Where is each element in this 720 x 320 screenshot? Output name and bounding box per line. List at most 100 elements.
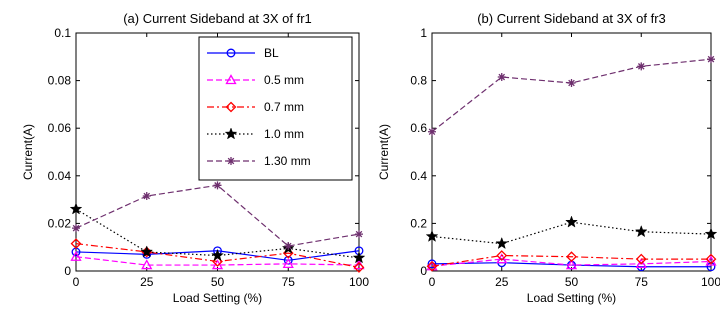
- chart-b-ytick-label: 0.6: [410, 121, 427, 135]
- chart-a-series-4-point-4-shape: [355, 230, 363, 239]
- chart-a-series-1-point-1: [141, 259, 153, 270]
- chart-a-series-4-point-3-shape: [284, 242, 293, 251]
- chart-b-series-line-2: [431, 254, 711, 267]
- chart-b-series-3-point-4: [704, 227, 718, 240]
- chart-a-legend-label-1: 0.5 mm: [264, 73, 304, 87]
- chart-b-series-3-point-1-shape: [495, 236, 509, 250]
- chart-b-series-4-point-3-shape: [637, 62, 646, 71]
- chart-a-series-4-point-3: [284, 242, 293, 251]
- chart-b-ytick-label: 0.4: [410, 169, 427, 183]
- chart-b-series-3-point-3-shape: [634, 225, 648, 238]
- chart-a-ylabel: Current(A): [21, 124, 35, 180]
- chart-a-ytick-label: 0.1: [54, 26, 71, 40]
- chart-b-xtick-label: 75: [635, 275, 649, 289]
- chart-a-series-2-point-4: [353, 262, 365, 273]
- chart-b-ytick-label: 0.2: [410, 216, 427, 230]
- chart-b-series-2-point-4: [705, 253, 717, 265]
- chart-b-ytick-label: 1: [420, 26, 427, 40]
- chart-a-series-4-point-0-shape: [72, 224, 80, 233]
- chart-b-series-2-point-2-shape: [566, 251, 577, 263]
- chart-b-series-0-point-0: [427, 259, 437, 269]
- chart-b-series-3-point-2-shape: [565, 215, 578, 228]
- chart-a-series-1-point-1-shape: [141, 259, 153, 270]
- chart-b-series-4-point-4: [707, 55, 715, 64]
- chart-a-series-3-point-1: [140, 245, 154, 258]
- chart-a-series-4-point-1: [142, 192, 151, 201]
- chart-a-series-2-point-0: [70, 238, 82, 250]
- chart-a-legend-marker-4: [227, 157, 235, 165]
- chart-b-series-4-point-0: [428, 127, 436, 136]
- chart-b-plot-area: [431, 32, 712, 272]
- chart-b-series-3-point-1: [495, 236, 509, 250]
- chart-b-series-1-point-3: [635, 258, 647, 269]
- chart-a-legend-marker-1-shape: [225, 74, 237, 85]
- chart-a-xtick-label: 100: [349, 275, 369, 289]
- chart-b-ytick-label: 0: [420, 264, 427, 278]
- chart-b-series-4-point-3: [637, 62, 646, 71]
- chart-a-xtick-label: 25: [140, 275, 154, 289]
- chart-a-series-1-point-3: [282, 258, 294, 269]
- chart-b-series-1-point-2-shape: [565, 259, 578, 270]
- chart-a-xlabel: Load Setting (%): [173, 291, 262, 305]
- chart-b-series-3-point-0: [425, 229, 439, 242]
- chart-a-title: (a) Current Sideband at 3X of fr1: [123, 11, 312, 26]
- chart-b-series-2-point-1-shape: [496, 250, 508, 261]
- chart-b-series-2-point-3: [635, 253, 647, 265]
- chart-a-series-4-point-2: [213, 181, 222, 190]
- chart-b-ytick-label: 0.8: [410, 74, 427, 88]
- chart-a-series-3-point-2-shape: [211, 248, 224, 261]
- chart-a-legend-marker-3-shape: [224, 127, 238, 140]
- chart-b-series-0-point-0-shape: [427, 259, 437, 269]
- chart-b-series-3-point-0-shape: [425, 229, 439, 242]
- chart-b-series-1-point-2: [565, 259, 578, 270]
- chart-a-series-line-2: [75, 243, 360, 269]
- chart-b-series-4-point-2: [567, 78, 576, 87]
- chart-b-series-2-point-4-shape: [705, 253, 717, 265]
- chart-b-series-line-1: [431, 258, 712, 267]
- chart-a-xtick-label: 0: [73, 275, 80, 289]
- chart-a-series-1-point-3-shape: [282, 258, 294, 269]
- chart-b-xtick-label: 50: [565, 275, 579, 289]
- chart-a-series-line-3: [75, 208, 360, 259]
- chart-a-series-4-point-2-shape: [213, 181, 222, 190]
- chart-a-ytick-label: 0.02: [48, 216, 72, 230]
- chart-b-series-1-point-3-shape: [635, 258, 647, 269]
- chart-b-xtick-label: 0: [429, 275, 436, 289]
- chart-b-series-4-point-0-shape: [428, 127, 436, 136]
- chart-a-legend-marker-0: [226, 48, 236, 58]
- chart-b-series-2-point-1: [496, 250, 508, 261]
- chart-a-series-3-point-0-shape: [69, 202, 83, 215]
- chart-b-ylabel: Current(A): [377, 124, 391, 180]
- chart-a-legend-marker-1: [225, 74, 237, 85]
- chart-b-series-2-point-3-shape: [635, 253, 647, 265]
- chart-a-legend-label-2: 0.7 mm: [264, 100, 304, 114]
- chart-a-series-3-point-4-shape: [352, 251, 366, 264]
- chart-a-series-3-point-2: [211, 248, 224, 261]
- chart-a-series-4-point-1-shape: [142, 192, 151, 201]
- chart-a-ytick-label: 0.08: [48, 74, 72, 88]
- chart-a-legend-marker-2-shape: [225, 101, 237, 113]
- chart-b-series-2-point-2: [566, 251, 577, 263]
- chart-b-series-3-point-3: [634, 225, 648, 238]
- chart-a-ytick-label: 0: [64, 264, 71, 278]
- chart-a-legend-marker-0-shape: [226, 48, 236, 58]
- chart-a-series-4-point-0: [72, 224, 80, 233]
- chart-a-series-1-point-0-shape: [70, 250, 82, 261]
- chart-a-legend-marker-3: [224, 127, 238, 140]
- chart-a-legend-marker-2: [225, 101, 237, 113]
- chart-a-series-4-point-4: [355, 230, 363, 239]
- chart-b-series-3-point-4-shape: [704, 227, 718, 240]
- chart-b-xlabel: Load Setting (%): [527, 291, 616, 305]
- chart-a-xtick-label: 75: [282, 275, 296, 289]
- chart-b-series-4-point-1: [497, 73, 506, 82]
- chart-b-series-4-point-1-shape: [497, 73, 506, 82]
- chart-a-series-3-point-1-shape: [140, 245, 154, 258]
- chart-a-legend-marker-4-shape: [227, 157, 235, 165]
- chart-a-series-3-point-0: [69, 202, 83, 215]
- chart-a-ytick-label: 0.04: [48, 169, 72, 183]
- chart-b-series-4-point-4-shape: [707, 55, 715, 64]
- chart-a-series-1-point-0: [70, 250, 82, 261]
- chart-a-legend-label-4: 1.30 mm: [264, 154, 311, 168]
- chart-a-legend: [198, 36, 353, 181]
